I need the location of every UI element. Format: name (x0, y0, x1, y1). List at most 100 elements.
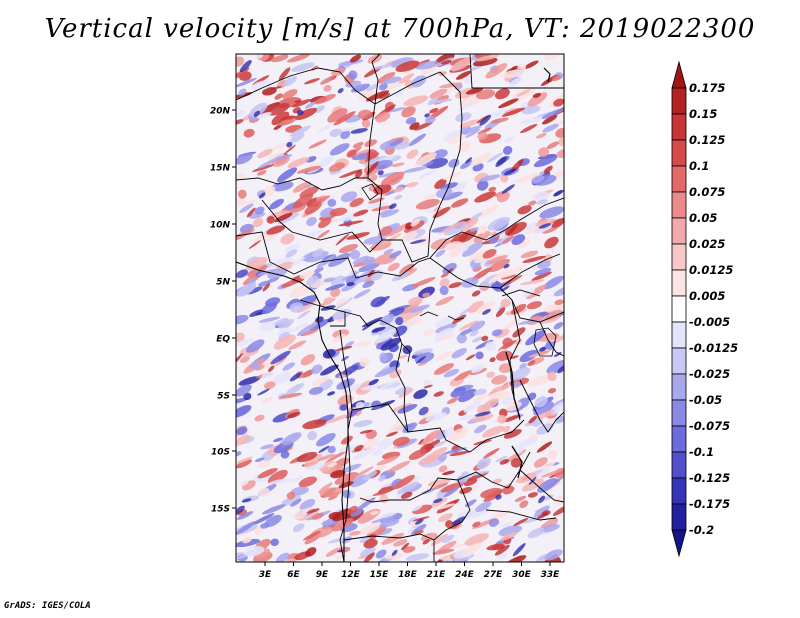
velocity-cell (310, 526, 334, 538)
velocity-cell (274, 154, 293, 160)
velocity-cell (267, 268, 288, 279)
velocity-cell (352, 142, 364, 148)
velocity-streak (424, 113, 430, 118)
grads-credit: GrADS: IGES/COLA (4, 601, 91, 611)
velocity-cell (405, 182, 419, 188)
velocity-cell (320, 75, 335, 85)
velocity-cell (240, 480, 249, 486)
velocity-streak (289, 372, 302, 382)
velocity-cell (302, 506, 315, 514)
velocity-cell (454, 370, 472, 381)
colorbar-label: -0.125 (689, 471, 730, 485)
velocity-streak (377, 170, 384, 176)
velocity-cell (524, 226, 540, 235)
velocity-cell (236, 153, 253, 165)
velocity-cell (403, 220, 425, 233)
velocity-cell (376, 438, 394, 450)
country-borders (236, 54, 564, 562)
velocity-cell (251, 361, 260, 370)
velocity-cell (503, 145, 513, 155)
velocity-cell (279, 392, 303, 399)
velocity-cell (314, 267, 324, 273)
velocity-cell (257, 148, 273, 159)
velocity-cell (281, 432, 302, 446)
velocity-cell (329, 207, 348, 217)
velocity-cell (514, 445, 524, 454)
velocity-cell (451, 348, 467, 359)
velocity-cell (398, 388, 414, 398)
velocity-streak (385, 431, 398, 437)
velocity-cell (474, 424, 487, 434)
lon-tick-label: 12E (341, 570, 361, 580)
velocity-cell (546, 360, 564, 374)
velocity-cell (236, 434, 251, 446)
velocity-streak (236, 505, 245, 515)
velocity-cell (319, 487, 344, 498)
colorbar-swatch (671, 347, 687, 375)
colorbar-label: 0.0125 (689, 263, 733, 277)
velocity-streak (294, 100, 302, 103)
velocity-cell (236, 229, 252, 243)
velocity-cell (323, 277, 336, 283)
velocity-cell (337, 394, 353, 406)
velocity-cell (315, 316, 324, 323)
lon-tick-label: 18E (398, 570, 418, 580)
velocity-cell (541, 469, 564, 478)
velocity-cell (544, 54, 560, 61)
velocity-cell (542, 114, 558, 125)
velocity-cell (327, 445, 336, 454)
velocity-cell (296, 322, 318, 336)
velocity-cell (331, 334, 346, 344)
velocity-cell (287, 157, 310, 169)
velocity-streak (410, 239, 426, 245)
velocity-cell (327, 462, 338, 468)
velocity-cell (501, 107, 526, 117)
velocity-cell (271, 141, 292, 151)
velocity-cell (239, 203, 254, 214)
velocity-streak (401, 542, 410, 551)
velocity-cell (464, 533, 489, 546)
velocity-cell (519, 349, 539, 363)
velocity-cell (366, 83, 379, 92)
velocity-cell (389, 138, 404, 147)
velocity-cell (456, 70, 472, 80)
velocity-cell (553, 495, 564, 505)
velocity-streak (447, 268, 454, 274)
velocity-cell (441, 191, 463, 201)
velocity-cell (304, 101, 316, 109)
colorbar-swatch (671, 217, 687, 245)
velocity-streak (388, 203, 397, 210)
velocity-cell (478, 225, 487, 234)
velocity-streak (257, 388, 270, 396)
velocity-cell (312, 375, 330, 386)
velocity-cell (393, 186, 405, 193)
velocity-cell (408, 133, 427, 146)
velocity-cell (254, 457, 265, 463)
velocity-cell (433, 440, 447, 448)
velocity-streak (553, 351, 562, 358)
velocity-streak (253, 110, 261, 117)
velocity-cell (249, 102, 268, 117)
velocity-streak (359, 429, 373, 434)
velocity-cell (304, 453, 323, 468)
velocity-cell (438, 465, 448, 473)
velocity-cell (488, 258, 510, 273)
velocity-cell (410, 219, 421, 227)
velocity-cell (348, 70, 358, 80)
velocity-cell (433, 206, 442, 212)
velocity-cell (353, 419, 373, 428)
velocity-streak (306, 508, 320, 514)
velocity-streak (378, 92, 391, 99)
velocity-cell (470, 152, 492, 167)
velocity-cell (327, 494, 338, 501)
velocity-cell (509, 367, 531, 381)
velocity-cell (346, 232, 370, 240)
velocity-cell (306, 230, 323, 237)
velocity-streak (465, 354, 476, 361)
velocity-cell (286, 491, 296, 500)
velocity-cell (440, 481, 465, 493)
velocity-streak (423, 384, 433, 389)
velocity-cell (288, 283, 313, 298)
velocity-cell (254, 206, 265, 215)
